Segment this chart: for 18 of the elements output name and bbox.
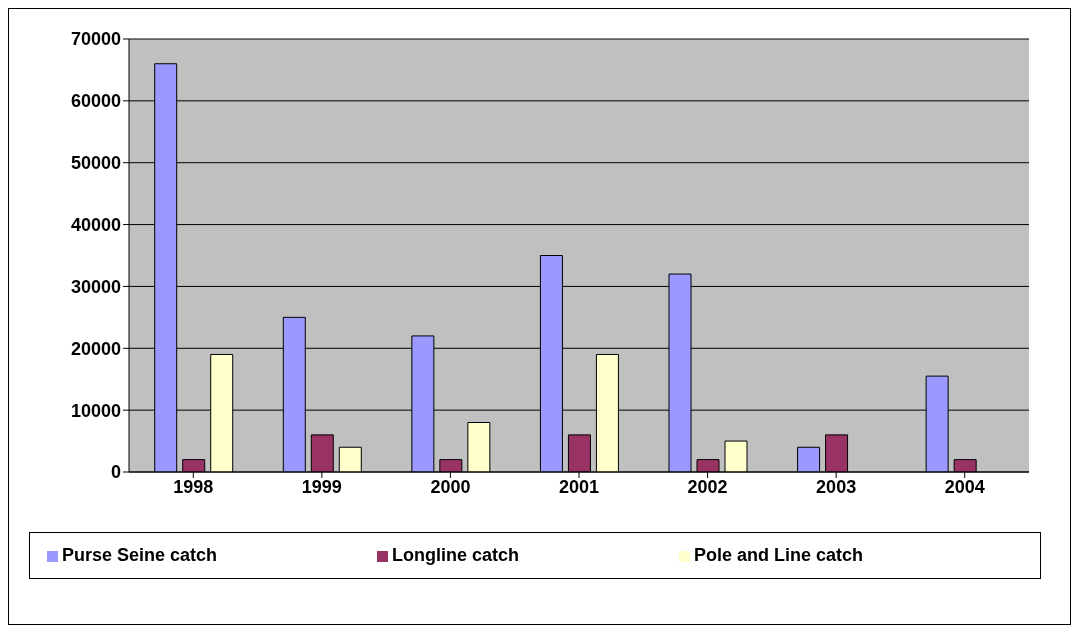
legend-label: Purse Seine catch [61,545,217,565]
x-tick-label: 2000 [430,476,471,497]
y-tick-label: 0 [110,462,121,483]
y-tick-label: 40000 [70,214,121,235]
y-tick-label: 50000 [70,153,121,174]
x-tick-label: 1999 [301,476,342,497]
y-tick-label: 30000 [70,276,121,297]
y-tick-label: 20000 [70,338,121,359]
legend-label: Pole and Line catch [694,545,864,565]
x-tick-label: 2001 [558,476,600,497]
x-tick-label: 2004 [944,476,985,497]
x-tick-label: 2002 [687,476,728,497]
x-tick-label: 1998 [173,476,214,497]
legend-label: Longline catch [392,545,520,565]
y-tick-label: 60000 [70,91,121,112]
x-tick-label: 2003 [816,476,857,497]
y-tick-label: 10000 [70,400,121,421]
y-tick-label: 70000 [70,29,121,50]
